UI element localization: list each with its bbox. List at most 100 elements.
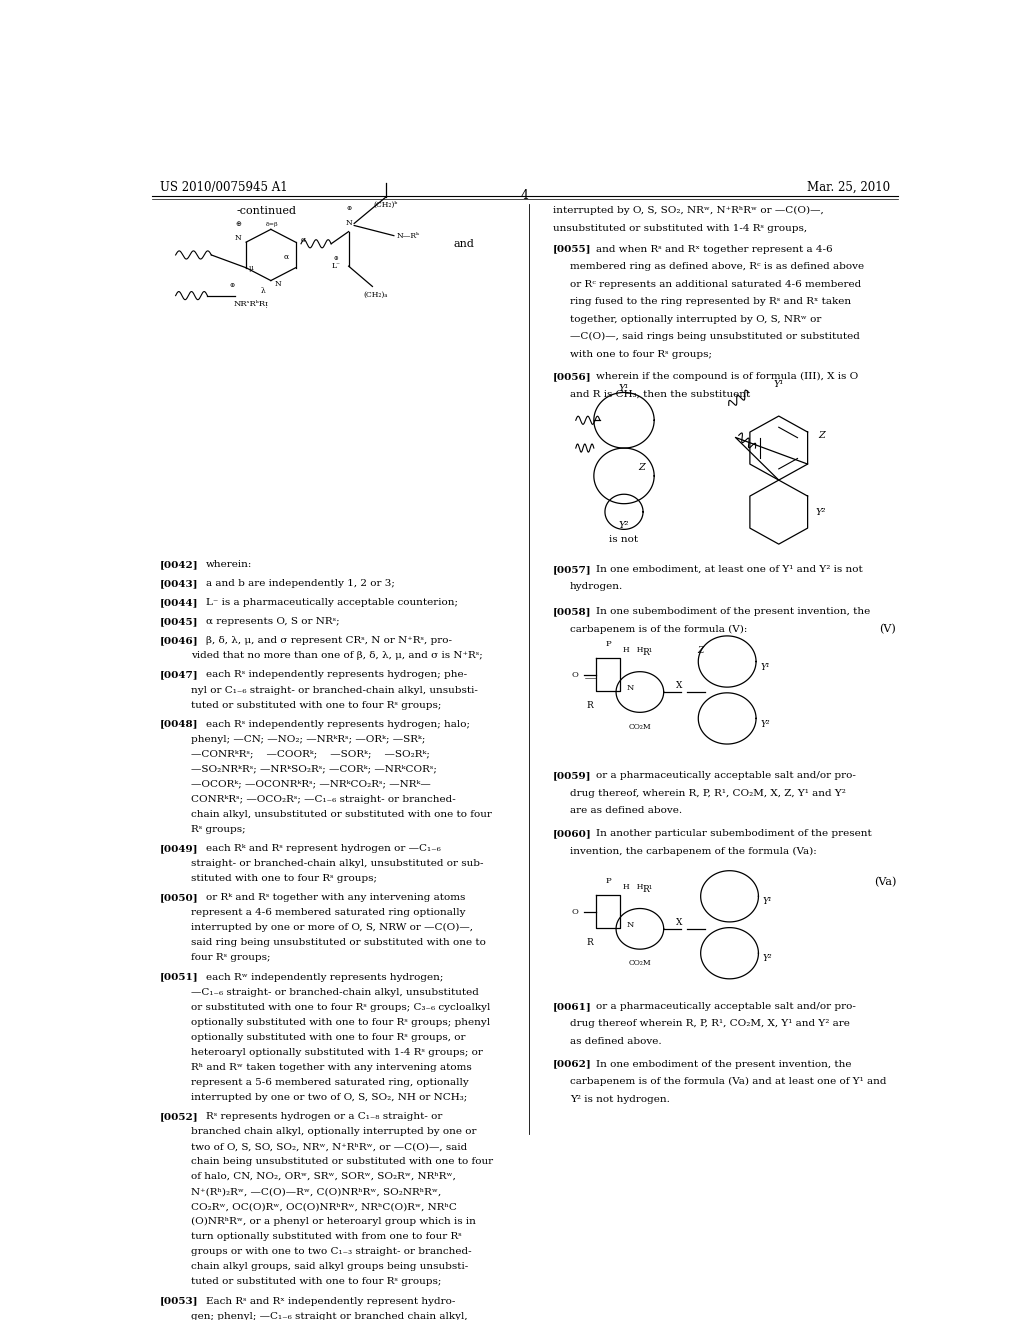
Text: said ring being unsubstituted or substituted with one to: said ring being unsubstituted or substit…	[191, 939, 486, 948]
Text: CO₂Rʷ, OC(O)Rʷ, OC(O)NRʰRʷ, NRʰC(O)Rʷ, NRʰC: CO₂Rʷ, OC(O)Rʷ, OC(O)NRʰRʷ, NRʰC(O)Rʷ, N…	[191, 1203, 458, 1212]
Text: NRˢRᵏRᴉ: NRˢRᵏRᴉ	[233, 300, 268, 308]
Text: O: O	[571, 671, 579, 678]
Text: ⊕: ⊕	[236, 220, 241, 227]
Text: (CH₂)ᵇ: (CH₂)ᵇ	[374, 201, 398, 209]
Text: US 2010/0075945 A1: US 2010/0075945 A1	[160, 181, 288, 194]
Text: σ: σ	[300, 236, 305, 244]
Text: or a pharmaceutically acceptable salt and/or pro-: or a pharmaceutically acceptable salt an…	[596, 771, 856, 780]
Text: gen; phenyl; —C₁₋₆ straight or branched chain alkyl,: gen; phenyl; —C₁₋₆ straight or branched …	[191, 1312, 468, 1320]
Text: Y²: Y²	[618, 521, 629, 529]
Text: 4: 4	[521, 189, 528, 202]
Text: P: P	[605, 640, 611, 648]
Text: In one subembodiment of the present invention, the: In one subembodiment of the present inve…	[596, 607, 870, 616]
Text: interrupted by one or two of O, S, SO₂, NH or NCH₃;: interrupted by one or two of O, S, SO₂, …	[191, 1093, 468, 1102]
Text: μ: μ	[249, 264, 254, 272]
Text: drug thereof, wherein R, P, R¹, CO₂M, X, Z, Y¹ and Y²: drug thereof, wherein R, P, R¹, CO₂M, X,…	[570, 789, 846, 797]
Text: with one to four Rˢ groups;: with one to four Rˢ groups;	[570, 350, 712, 359]
Text: straight- or branched-chain alkyl, unsubstituted or sub-: straight- or branched-chain alkyl, unsub…	[191, 859, 484, 869]
Text: chain alkyl groups, said alkyl groups being unsubsti-: chain alkyl groups, said alkyl groups be…	[191, 1262, 469, 1271]
Text: each Rʷ independently represents hydrogen;: each Rʷ independently represents hydroge…	[206, 973, 443, 982]
Text: interrupted by O, S, SO₂, NRʷ, N⁺RʰRʷ or —C(O)—,: interrupted by O, S, SO₂, NRʷ, N⁺RʰRʷ or…	[553, 206, 823, 215]
Text: Rˢ groups;: Rˢ groups;	[191, 825, 246, 834]
Text: X: X	[677, 681, 683, 690]
Text: Y²: Y²	[763, 954, 772, 964]
Text: each Rˢ independently represents hydrogen; halo;: each Rˢ independently represents hydroge…	[206, 719, 470, 729]
Text: R¹: R¹	[642, 648, 652, 657]
Text: [0056]: [0056]	[553, 372, 591, 381]
Text: or Rᵏ and Rˢ together with any intervening atoms: or Rᵏ and Rˢ together with any interveni…	[206, 894, 465, 903]
Text: —OCORᵏ; —OCONRᵏRˢ; —NRᵏCO₂Rˢ; —NRᵏ—: —OCORᵏ; —OCONRᵏRˢ; —NRᵏCO₂Rˢ; —NRᵏ—	[191, 780, 431, 789]
Text: Y² is not hydrogen.: Y² is not hydrogen.	[570, 1094, 670, 1104]
Text: ⊕: ⊕	[346, 206, 351, 211]
Text: a and b are independently 1, 2 or 3;: a and b are independently 1, 2 or 3;	[206, 579, 394, 587]
Text: [0051]: [0051]	[160, 973, 199, 982]
Text: (Va): (Va)	[873, 876, 896, 887]
Text: Rˢ represents hydrogen or a C₁₋₈ straight- or: Rˢ represents hydrogen or a C₁₋₈ straigh…	[206, 1111, 442, 1121]
Text: H   H: H H	[624, 883, 643, 891]
Text: (V): (V)	[880, 624, 896, 634]
Text: carbapenem is of the formula (V):: carbapenem is of the formula (V):	[570, 624, 748, 634]
Text: [0050]: [0050]	[160, 894, 199, 903]
Text: (CH₂)ₐ: (CH₂)ₐ	[364, 290, 388, 298]
Text: each Rˢ independently represents hydrogen; phe-: each Rˢ independently represents hydroge…	[206, 671, 467, 680]
Text: In one embodiment, at least one of Y¹ and Y² is not: In one embodiment, at least one of Y¹ an…	[596, 565, 863, 574]
Text: optionally substituted with one to four Rˢ groups; phenyl: optionally substituted with one to four …	[191, 1018, 490, 1027]
Text: —SO₂NRᵏRˢ; —NRᵏSO₂Rˢ; —CORᵏ; —NRᵏCORˢ;: —SO₂NRᵏRˢ; —NRᵏSO₂Rˢ; —CORᵏ; —NRᵏCORˢ;	[191, 764, 437, 774]
Text: [0062]: [0062]	[553, 1060, 591, 1069]
Text: Z: Z	[819, 430, 825, 440]
Text: α: α	[284, 253, 289, 261]
Text: R: R	[587, 939, 593, 946]
Text: In another particular subembodiment of the present: In another particular subembodiment of t…	[596, 829, 872, 838]
Text: turn optionally substituted with from one to four Rˢ: turn optionally substituted with from on…	[191, 1233, 462, 1241]
Text: CONRᵏRˢ; —OCO₂Rˢ; —C₁₋₆ straight- or branched-: CONRᵏRˢ; —OCO₂Rˢ; —C₁₋₆ straight- or bra…	[191, 795, 457, 804]
Text: [0042]: [0042]	[160, 560, 199, 569]
Text: [0047]: [0047]	[160, 671, 199, 680]
Text: δ=β: δ=β	[265, 223, 278, 227]
Text: O: O	[571, 908, 579, 916]
Text: Y¹: Y¹	[763, 898, 772, 907]
Text: Y²: Y²	[815, 508, 825, 516]
Text: tuted or substituted with one to four Rˢ groups;: tuted or substituted with one to four Rˢ…	[191, 1278, 442, 1287]
Text: β, δ, λ, μ, and σ represent CRˢ, N or N⁺Rˢ, pro-: β, δ, λ, μ, and σ represent CRˢ, N or N⁺…	[206, 636, 452, 645]
Text: nyl or C₁₋₆ straight- or branched-chain alkyl, unsubsti-: nyl or C₁₋₆ straight- or branched-chain …	[191, 685, 478, 694]
Text: R¹: R¹	[642, 884, 652, 894]
Text: each Rᵏ and Rˢ represent hydrogen or —C₁₋₆: each Rᵏ and Rˢ represent hydrogen or —C₁…	[206, 843, 440, 853]
Text: Z: Z	[697, 645, 703, 655]
Text: N: N	[274, 280, 282, 288]
Text: [0052]: [0052]	[160, 1111, 199, 1121]
Text: invention, the carbapenem of the formula (Va):: invention, the carbapenem of the formula…	[570, 846, 817, 855]
Text: CO₂M: CO₂M	[629, 722, 651, 730]
Text: stituted with one to four Rˢ groups;: stituted with one to four Rˢ groups;	[191, 874, 378, 883]
Text: or substituted with one to four Rˢ groups; C₃₋₆ cycloalkyl: or substituted with one to four Rˢ group…	[191, 1003, 490, 1011]
Text: branched chain alkyl, optionally interrupted by one or: branched chain alkyl, optionally interru…	[191, 1127, 477, 1137]
Text: ⊕: ⊕	[229, 282, 234, 288]
Text: [0049]: [0049]	[160, 843, 199, 853]
Text: optionally substituted with one to four Rˢ groups, or: optionally substituted with one to four …	[191, 1032, 466, 1041]
Text: hydrogen.: hydrogen.	[570, 582, 624, 591]
Text: of halo, CN, NO₂, ORʷ, SRʷ, SORʷ, SO₂Rʷ, NRʰRʷ,: of halo, CN, NO₂, ORʷ, SRʷ, SORʷ, SO₂Rʷ,…	[191, 1172, 457, 1181]
Text: ring fused to the ring represented by Rˢ and Rˣ taken: ring fused to the ring represented by Rˢ…	[570, 297, 851, 306]
Text: together, optionally interrupted by O, S, NRʷ or: together, optionally interrupted by O, S…	[570, 314, 821, 323]
Text: or Rᶜ represents an additional saturated 4-6 membered: or Rᶜ represents an additional saturated…	[570, 280, 861, 289]
Text: —CONRᵏRˢ;    —COORᵏ;    —SORᵏ;    —SO₂Rᵏ;: —CONRᵏRˢ; —COORᵏ; —SORᵏ; —SO₂Rᵏ;	[191, 750, 430, 759]
Text: N⁺(Rʰ)₂Rʷ, —C(O)—Rʷ, C(O)NRʰRʷ, SO₂NRʰRʷ,: N⁺(Rʰ)₂Rʷ, —C(O)—Rʷ, C(O)NRʰRʷ, SO₂NRʰRʷ…	[191, 1187, 441, 1196]
Text: Rʰ and Rʷ taken together with any intervening atoms: Rʰ and Rʷ taken together with any interv…	[191, 1063, 472, 1072]
Text: and R is CH₃, then the substituent: and R is CH₃, then the substituent	[570, 389, 751, 399]
Text: H   H: H H	[624, 647, 643, 655]
Text: phenyl; —CN; —NO₂; —NRᵏRˢ; —ORᵏ; —SRᵏ;: phenyl; —CN; —NO₂; —NRᵏRˢ; —ORᵏ; —SRᵏ;	[191, 735, 426, 743]
Text: carbapenem is of the formula (Va) and at least one of Y¹ and: carbapenem is of the formula (Va) and at…	[570, 1077, 887, 1086]
Text: X: X	[677, 919, 683, 927]
Text: [0045]: [0045]	[160, 618, 199, 626]
Text: or a pharmaceutically acceptable salt and/or pro-: or a pharmaceutically acceptable salt an…	[596, 1002, 856, 1011]
Text: represent a 4-6 membered saturated ring optionally: represent a 4-6 membered saturated ring …	[191, 908, 466, 917]
Text: [0061]: [0061]	[553, 1002, 591, 1011]
Text: N: N	[627, 684, 634, 692]
Text: are as defined above.: are as defined above.	[570, 807, 682, 816]
Text: N: N	[627, 921, 634, 929]
Text: Each Rˢ and Rˣ independently represent hydro-: Each Rˢ and Rˣ independently represent h…	[206, 1296, 455, 1305]
Text: [0044]: [0044]	[160, 598, 199, 607]
Text: P: P	[605, 876, 611, 886]
Text: is not: is not	[609, 535, 639, 544]
Text: -continued: -continued	[237, 206, 297, 216]
Text: two of O, S, SO, SO₂, NRʷ, N⁺RʰRʷ, or —C(O)—, said: two of O, S, SO, SO₂, NRʷ, N⁺RʰRʷ, or —C…	[191, 1142, 468, 1151]
